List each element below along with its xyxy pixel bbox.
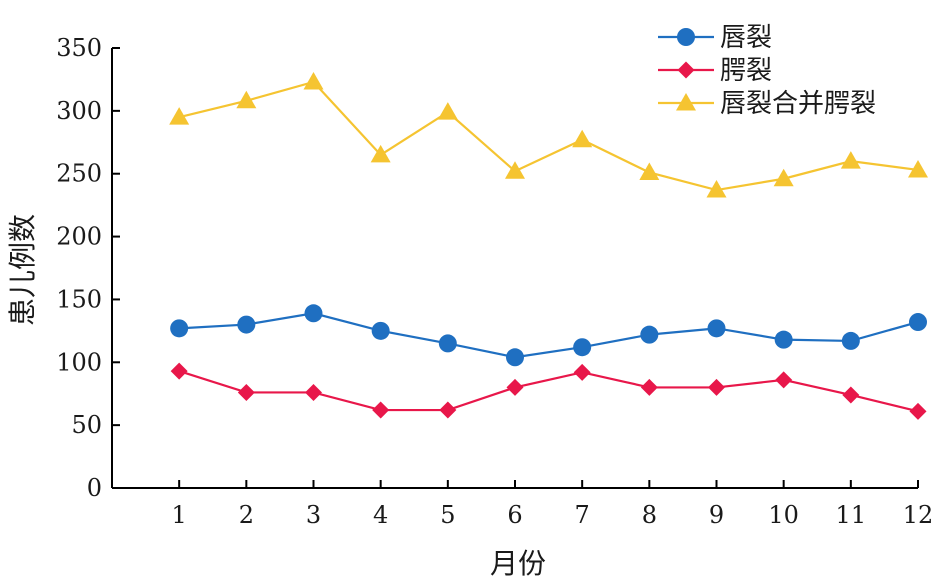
x-tick-label: 3	[306, 501, 321, 529]
legend-marker	[677, 61, 695, 79]
data-point	[909, 402, 927, 420]
data-point	[640, 325, 659, 344]
y-tick-label: 50	[71, 411, 102, 439]
data-point	[370, 144, 391, 163]
y-tick-label: 250	[56, 160, 102, 188]
x-ticks: 1 2 3 4 5 6 7 8 9 10 11 12	[172, 480, 934, 529]
x-tick-label: 6	[507, 501, 522, 529]
y-tick-label: 350	[56, 34, 102, 62]
x-tick-label: 5	[440, 501, 455, 529]
x-tick-label: 4	[373, 501, 388, 529]
legend-marker	[676, 93, 696, 111]
data-point	[170, 319, 189, 338]
data-point	[774, 330, 793, 349]
series-line	[178, 370, 919, 413]
data-point	[303, 71, 324, 90]
data-point	[841, 331, 860, 350]
legend-item: 唇裂	[658, 23, 772, 53]
legend-label: 腭裂	[720, 56, 772, 86]
x-tick-label: 10	[768, 501, 799, 529]
data-point	[572, 129, 593, 148]
data-point	[639, 162, 660, 180]
y-tick-label: 0	[87, 474, 102, 502]
data-point	[840, 151, 861, 169]
x-tick-label: 12	[903, 501, 934, 529]
data-point	[371, 321, 390, 340]
series-layer	[169, 71, 928, 420]
y-tick-label: 150	[56, 285, 102, 313]
data-point	[305, 383, 322, 401]
y-tick-label: 300	[56, 97, 102, 125]
legend-label: 唇裂合并腭裂	[720, 89, 876, 119]
data-point	[708, 378, 725, 396]
legend-label: 唇裂	[720, 23, 772, 53]
series-2	[170, 362, 927, 420]
x-tick-label: 2	[239, 501, 254, 529]
x-axis-title: 月份	[490, 547, 546, 580]
series-line	[179, 312, 919, 359]
data-point	[237, 383, 255, 401]
x-tick-label: 9	[709, 501, 724, 529]
data-point	[236, 90, 257, 109]
data-point	[237, 315, 256, 334]
data-point	[775, 371, 793, 389]
series-3	[169, 71, 928, 198]
x-tick-label: 8	[642, 501, 657, 529]
series-1	[170, 304, 927, 367]
data-point	[169, 107, 190, 125]
data-point	[909, 313, 927, 332]
legend-item: 腭裂	[658, 56, 772, 86]
series-line	[178, 80, 919, 192]
data-point	[372, 401, 390, 419]
data-point	[437, 102, 458, 120]
y-ticks: 0 50 100 150 200 250 300 350	[56, 34, 120, 502]
x-tick-label: 1	[172, 501, 187, 529]
data-point	[506, 348, 524, 367]
data-point	[439, 401, 457, 419]
data-point	[170, 362, 188, 380]
data-point	[707, 319, 726, 338]
y-tick-label: 100	[56, 348, 102, 376]
x-tick-label: 11	[836, 501, 867, 529]
y-axis-title: 患儿例数	[6, 214, 39, 326]
data-point	[640, 378, 658, 396]
data-point	[438, 334, 457, 353]
legend-marker	[677, 28, 695, 46]
y-tick-label: 200	[56, 223, 102, 251]
data-point	[706, 180, 727, 198]
legend-item: 唇裂合并腭裂	[658, 89, 876, 119]
data-point	[304, 304, 323, 323]
data-point	[908, 159, 928, 178]
data-point	[573, 363, 591, 381]
data-point	[506, 378, 524, 396]
data-point	[773, 168, 794, 187]
x-tick-label: 7	[575, 501, 590, 529]
data-point	[573, 338, 592, 357]
data-point	[842, 386, 860, 404]
data-point	[505, 161, 525, 179]
